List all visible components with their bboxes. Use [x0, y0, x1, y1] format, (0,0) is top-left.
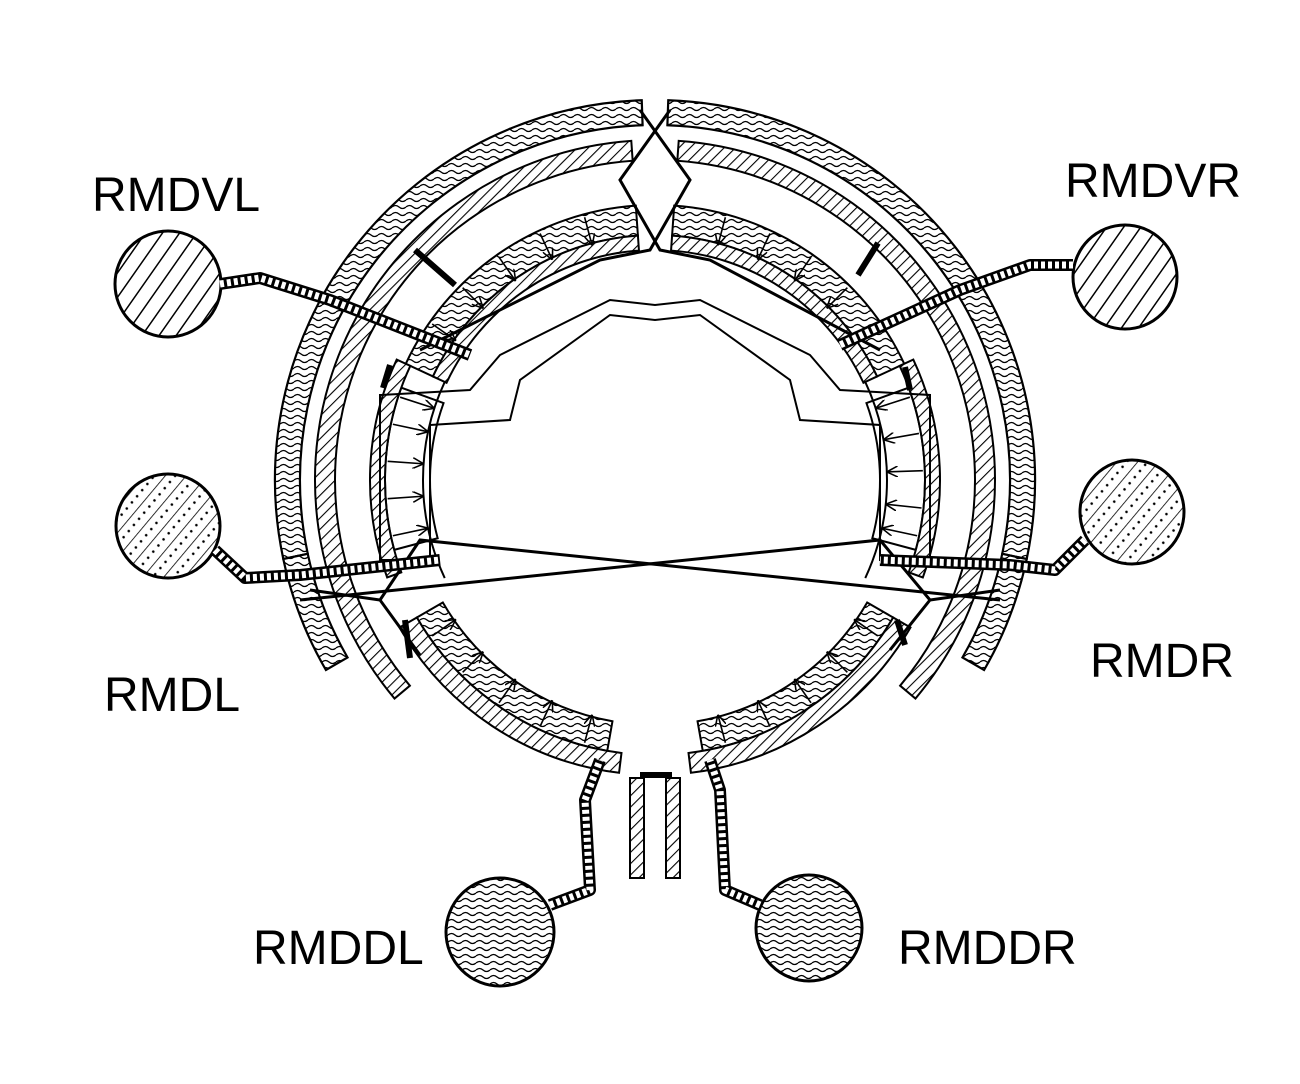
- arrow: [884, 433, 920, 439]
- arrow: [431, 620, 455, 637]
- lead-rmddr-outer: [704, 758, 763, 911]
- stub-right: [665, 777, 681, 879]
- arrow: [828, 653, 848, 673]
- contact-pads: [113, 223, 1186, 988]
- crossing-wire-2: [299, 538, 932, 602]
- arrow: [718, 217, 727, 244]
- arrow: [883, 528, 918, 537]
- arrow: [462, 287, 483, 308]
- thick-bar-0: [413, 247, 457, 288]
- thick-bar-5: [894, 619, 908, 646]
- thick-bar-1: [855, 241, 881, 277]
- crossing-wire-1: [618, 109, 881, 352]
- lead-rmdvl-inner: [219, 274, 472, 359]
- arrow: [795, 680, 812, 704]
- pad-rmddl: [444, 876, 556, 988]
- upper-stripe-right: [669, 234, 879, 385]
- arrow: [583, 217, 592, 244]
- label-rmddl: RMDDL: [253, 922, 424, 975]
- arrow: [718, 716, 727, 743]
- lead-rmdr-inner: [879, 537, 1088, 574]
- arrow: [855, 620, 879, 637]
- crossing-wire-3: [378, 538, 1001, 602]
- arrow: [392, 528, 427, 537]
- lead-wires: [210, 259, 1090, 911]
- arrow: [392, 423, 427, 431]
- pad-rmdr: [1078, 458, 1186, 566]
- outer-band-right-tail: [960, 552, 1029, 672]
- arrow: [498, 256, 515, 280]
- pad-rmddr: [754, 873, 864, 983]
- lead-rmddl-inner: [548, 758, 604, 909]
- pad-rmdl: [114, 472, 222, 580]
- pad-rmdvr: [1071, 223, 1179, 331]
- arrow: [795, 256, 812, 280]
- arrow: [387, 496, 423, 498]
- arrow: [539, 233, 552, 258]
- outer-band-left-tail: [281, 552, 350, 672]
- arrow: [431, 323, 455, 340]
- arrow: [399, 396, 433, 408]
- arrow: [498, 680, 515, 704]
- arrow: [583, 716, 592, 743]
- label-rmdvl: RMDVL: [92, 169, 261, 222]
- lower-stripe-right: [687, 616, 912, 774]
- ring-group: [273, 99, 1037, 879]
- label-rmdl: RMDL: [104, 669, 241, 722]
- arrow: [758, 701, 771, 727]
- arrow: [877, 396, 911, 408]
- stub-left: [629, 777, 645, 879]
- arrow: [887, 504, 922, 508]
- thick-bar-2: [380, 364, 393, 389]
- label-rmdr: RMDR: [1090, 635, 1234, 688]
- lead-rmdl-outer: [210, 545, 441, 584]
- second-band-left: [314, 139, 634, 700]
- lead-rmddr-inner: [706, 758, 762, 909]
- inward-arrows: [387, 217, 923, 743]
- crossing-wire-0: [419, 109, 692, 352]
- arrow: [387, 461, 423, 463]
- arrow: [758, 233, 771, 258]
- label-rmddr: RMDDR: [898, 922, 1077, 975]
- lead-rmdvr-inner: [838, 261, 1073, 349]
- label-rmdvr: RMDVR: [1065, 155, 1241, 208]
- thick-bar-3: [902, 366, 913, 391]
- arrow: [828, 287, 848, 308]
- arrow: [888, 471, 923, 472]
- thick-bar-4: [402, 619, 413, 659]
- arrow: [539, 701, 552, 727]
- arrow: [462, 653, 483, 673]
- pad-rmdvl: [113, 229, 223, 339]
